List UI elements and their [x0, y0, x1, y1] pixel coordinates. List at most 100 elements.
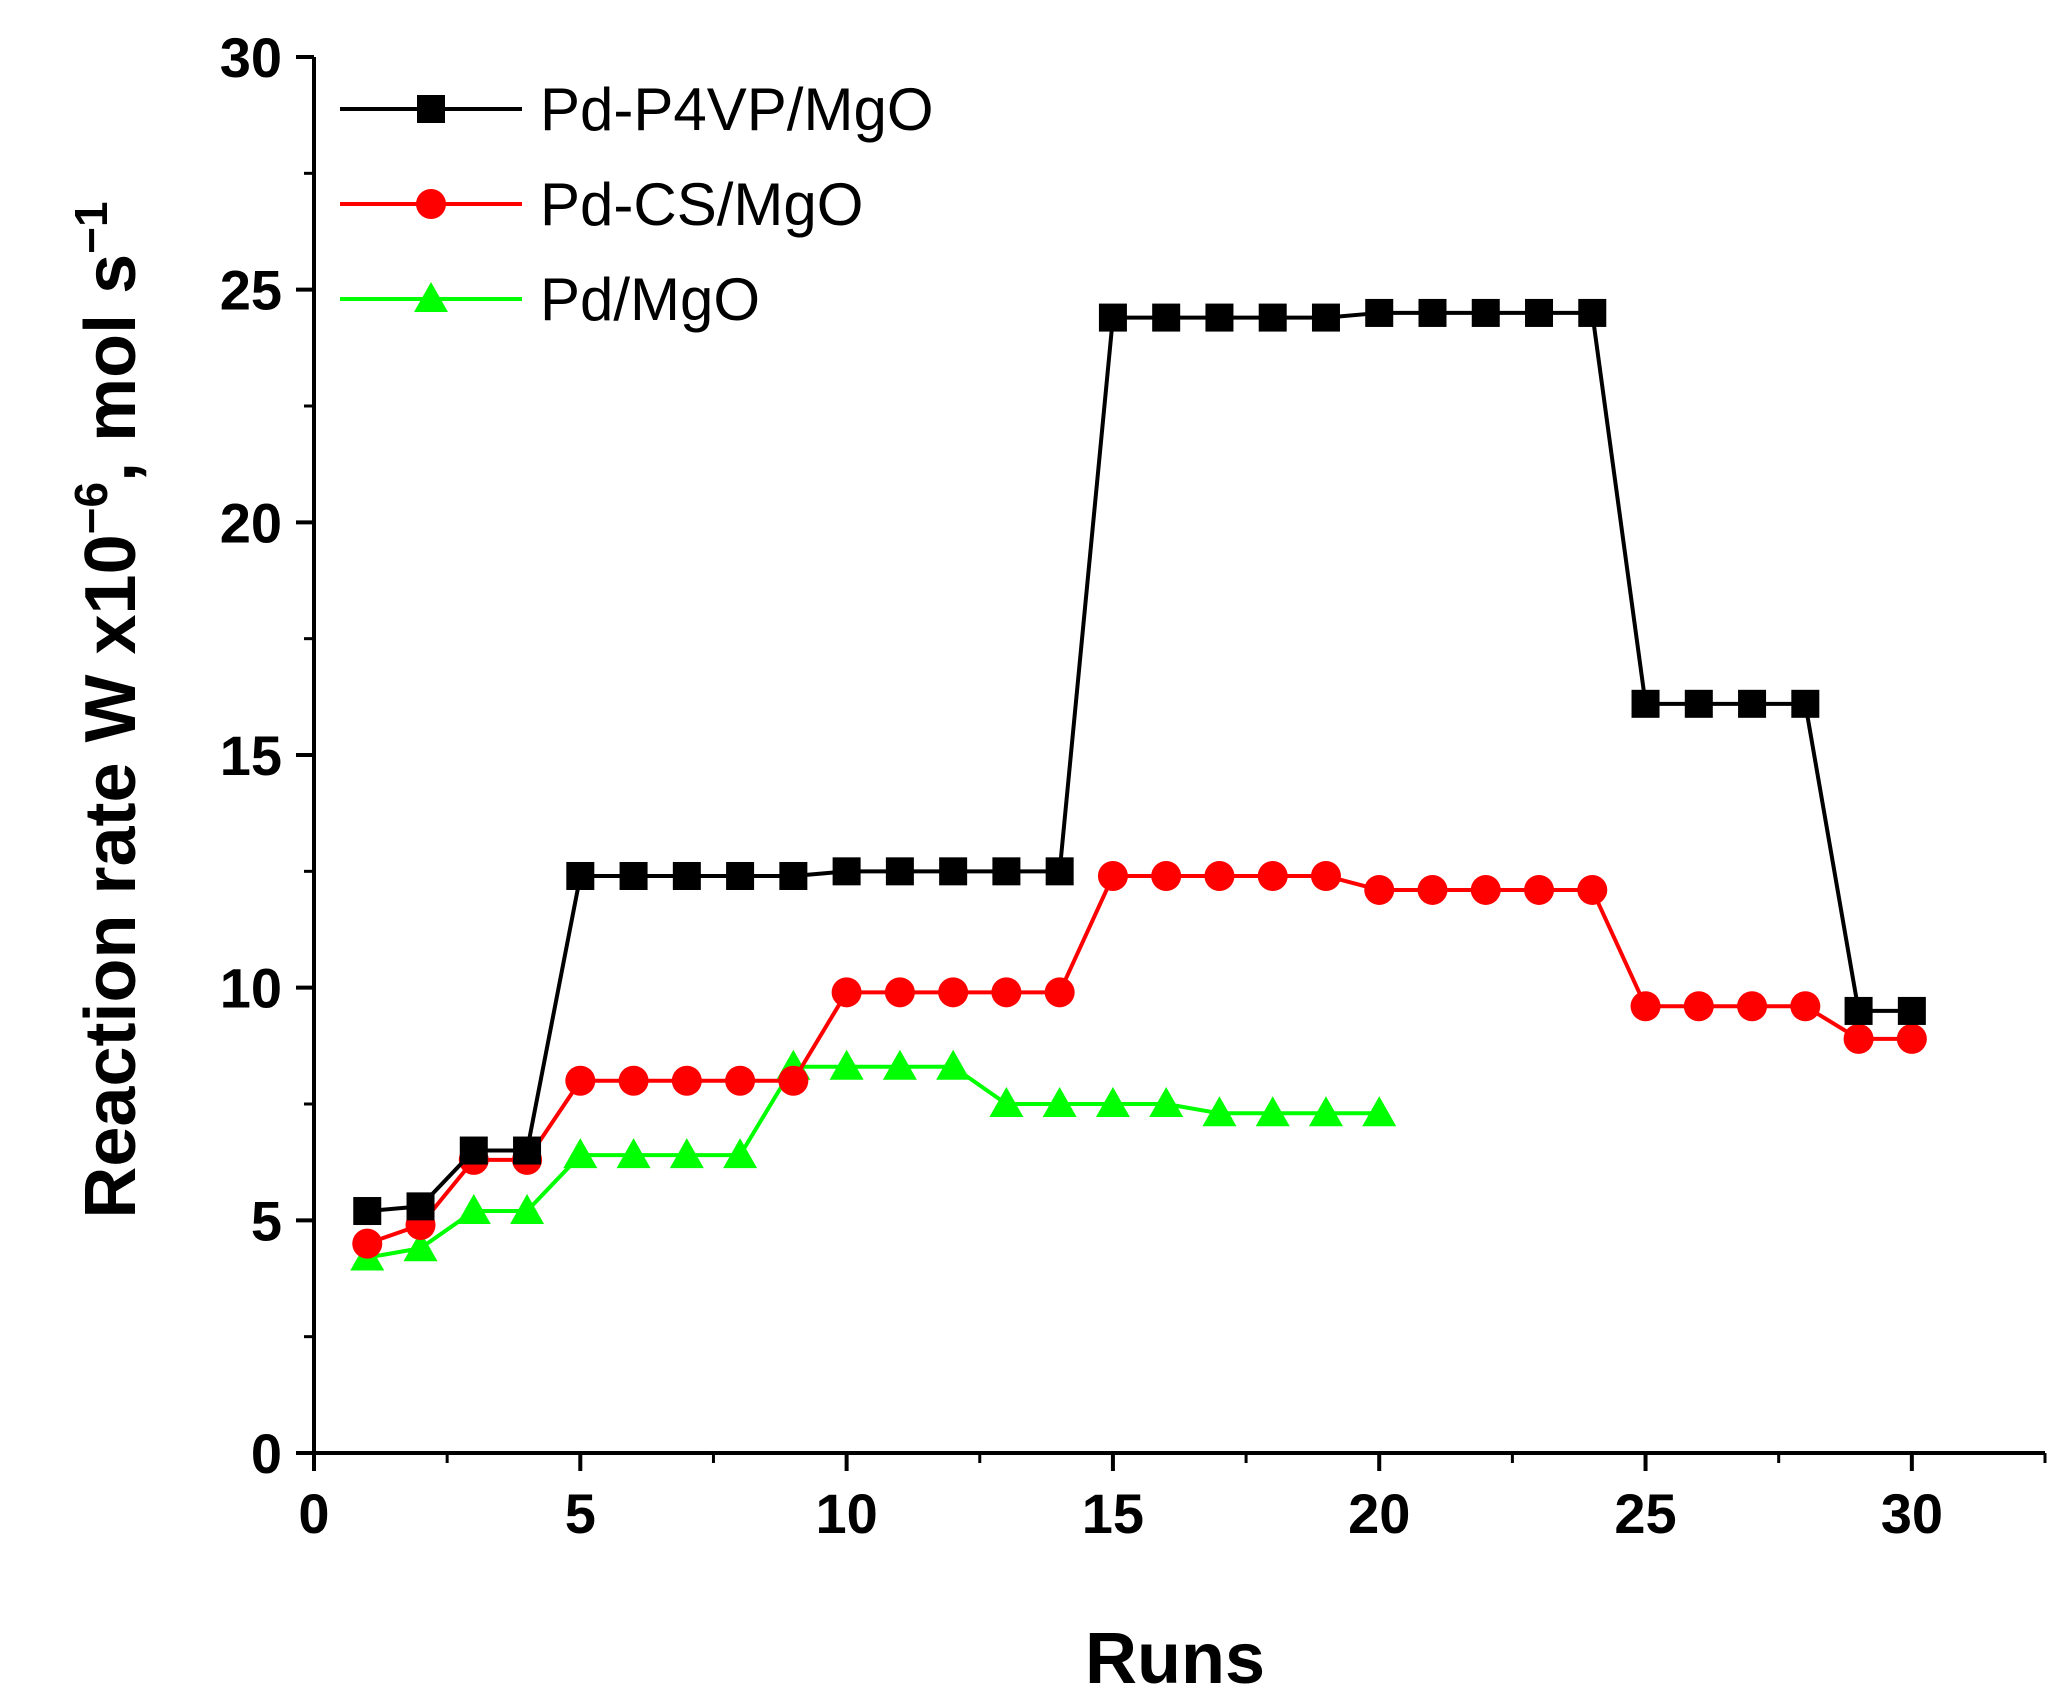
data-point-pd-p4vp-mgo: [406, 1192, 435, 1221]
data-point-pd-p4vp-mgo: [939, 857, 968, 886]
data-point-pd-cs-mgo: [671, 1065, 702, 1096]
y-axis-title-exponent-1: −6: [65, 482, 117, 534]
data-point-pd-cs-mgo: [1044, 977, 1075, 1008]
series-line-pd-p4vp-mgo: [367, 310, 1912, 1214]
legend-item-pd-p4vp-mgo: Pd-P4VP/MgO: [340, 76, 934, 143]
data-point-pd-mgo: [510, 1194, 545, 1225]
data-point-pd-p4vp-mgo: [353, 1197, 382, 1226]
data-point-pd-mgo: [936, 1049, 971, 1080]
data-point-pd-cs-mgo: [1843, 1023, 1874, 1054]
data-point-pd-p4vp-mgo: [1418, 298, 1447, 327]
y-tick-label: 0: [251, 1422, 282, 1485]
y-tick-label: 5: [251, 1189, 282, 1252]
data-point-pd-p4vp-mgo: [1205, 303, 1234, 332]
data-point-pd-p4vp-mgo: [1471, 298, 1500, 327]
legend-item-pd-mgo: Pd/MgO: [340, 266, 760, 333]
data-point-pd-cs-mgo: [1417, 874, 1448, 905]
data-point-pd-cs-mgo: [1310, 860, 1341, 891]
legend-marker: [417, 95, 445, 123]
data-point-pd-mgo: [563, 1138, 598, 1169]
data-point-pd-mgo: [723, 1138, 758, 1169]
legend-label: Pd-P4VP/MgO: [540, 76, 934, 143]
data-point-pd-cs-mgo: [1204, 860, 1235, 891]
y-tick-label: 10: [220, 957, 282, 1020]
y-axis-title-exponent-2: −1: [65, 201, 117, 253]
data-point-pd-p4vp-mgo: [566, 861, 595, 890]
data-point-pd-mgo: [882, 1049, 917, 1080]
data-point-pd-p4vp-mgo: [779, 861, 808, 890]
data-point-pd-p4vp-mgo: [1578, 298, 1607, 327]
x-axis-title: Runs: [1085, 1619, 1265, 1699]
data-point-pd-cs-mgo: [1683, 991, 1714, 1022]
series-line-pd-cs-mgo: [366, 873, 1912, 1246]
y-axis-title-units: , mol s: [71, 254, 151, 482]
data-point-pd-cs-mgo: [1737, 991, 1768, 1022]
data-point-pd-cs-mgo: [352, 1228, 383, 1259]
data-point-pd-cs-mgo: [725, 1065, 756, 1096]
data-point-pd-cs-mgo: [1151, 860, 1182, 891]
legend-marker: [416, 189, 446, 219]
data-point-pd-cs-mgo: [831, 977, 862, 1008]
data-point-pd-cs-mgo: [618, 1065, 649, 1096]
data-point-pd-cs-mgo: [991, 977, 1022, 1008]
data-point-pd-mgo: [1202, 1096, 1237, 1127]
data-point-pd-cs-mgo: [1470, 874, 1501, 905]
data-point-pd-p4vp-mgo: [672, 861, 701, 890]
data-point-pd-mgo: [616, 1138, 651, 1169]
y-tick-label: 15: [220, 724, 282, 787]
data-point-pd-cs-mgo: [1524, 874, 1555, 905]
y-tick-label: 25: [220, 259, 282, 322]
data-point-pd-p4vp-mgo: [1684, 689, 1713, 718]
data-point-pd-mgo: [1255, 1096, 1290, 1127]
legend-item-pd-cs-mgo: Pd-CS/MgO: [340, 171, 863, 238]
data-point-pd-cs-mgo: [1364, 874, 1395, 905]
data-point-pd-p4vp-mgo: [1738, 689, 1767, 718]
data-point-pd-p4vp-mgo: [619, 861, 648, 890]
data-point-pd-p4vp-mgo: [885, 857, 914, 886]
data-point-pd-cs-mgo: [1630, 991, 1661, 1022]
data-point-pd-p4vp-mgo: [1098, 303, 1127, 332]
axes: 0 5 10 15 20 25 30 0 5 10 15 20 25 30: [220, 26, 2047, 1545]
data-point-pd-p4vp-mgo: [1311, 303, 1340, 332]
data-point-pd-p4vp-mgo: [832, 857, 861, 886]
x-tick-label: 0: [298, 1482, 329, 1545]
legend-marker: [414, 282, 448, 312]
data-point-pd-p4vp-mgo: [1631, 689, 1660, 718]
data-point-pd-mgo: [1308, 1096, 1343, 1127]
data-point-pd-cs-mgo: [1257, 860, 1288, 891]
data-point-pd-cs-mgo: [938, 977, 969, 1008]
data-point-pd-cs-mgo: [1790, 991, 1821, 1022]
data-point-pd-mgo: [1042, 1087, 1077, 1117]
data-point-pd-mgo: [1362, 1096, 1397, 1127]
x-tick-label: 20: [1348, 1482, 1410, 1545]
data-point-pd-p4vp-mgo: [1045, 857, 1074, 886]
data-point-pd-mgo: [1095, 1087, 1130, 1117]
series-pd-cs-mgo: [352, 860, 1927, 1259]
x-tick-label: 10: [815, 1482, 877, 1545]
data-point-pd-p4vp-mgo: [1152, 303, 1181, 332]
series-layer: [350, 298, 1927, 1271]
data-point-pd-mgo: [669, 1138, 704, 1169]
x-tick-label: 30: [1881, 1482, 1943, 1545]
data-point-pd-mgo: [989, 1087, 1024, 1117]
data-point-pd-mgo: [1149, 1087, 1184, 1117]
data-point-pd-p4vp-mgo: [726, 861, 755, 890]
data-point-pd-cs-mgo: [778, 1065, 809, 1096]
data-point-pd-p4vp-mgo: [1525, 298, 1554, 327]
series-pd-p4vp-mgo: [353, 298, 1926, 1226]
data-point-pd-cs-mgo: [565, 1065, 596, 1096]
data-point-pd-p4vp-mgo: [1897, 996, 1926, 1025]
series-line-pd-mgo: [366, 1064, 1380, 1260]
data-point-pd-p4vp-mgo: [459, 1136, 488, 1165]
data-point-pd-mgo: [456, 1194, 491, 1225]
x-tick-label: 15: [1082, 1482, 1144, 1545]
y-axis-title-main: Reaction rate W x10: [71, 534, 151, 1218]
data-point-pd-mgo: [829, 1049, 864, 1080]
y-tick-label: 20: [220, 491, 282, 554]
data-point-pd-cs-mgo: [1577, 874, 1608, 905]
legend-label: Pd/MgO: [540, 266, 760, 333]
y-axis-title: Reaction rate W x10−6, mol s−1: [65, 201, 151, 1218]
data-point-pd-mgo: [403, 1231, 438, 1262]
